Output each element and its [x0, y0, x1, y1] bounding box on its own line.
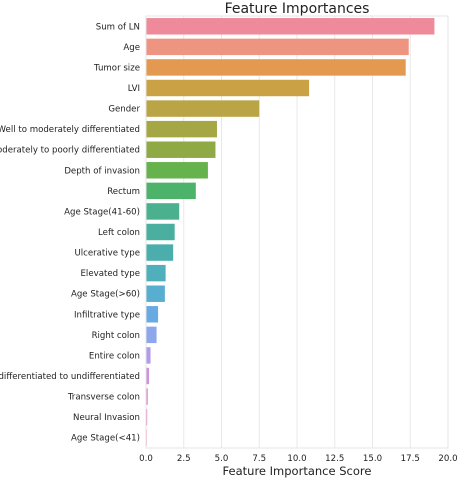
bar: [146, 347, 151, 364]
bar: [146, 203, 180, 220]
bar: [146, 388, 148, 405]
category-label: Age: [123, 43, 140, 53]
bars-group: [146, 18, 435, 446]
bar: [146, 244, 174, 261]
bar: [146, 59, 406, 76]
category-labels: Sum of LN Age Tumor size LVI Gender Well to m…: [0, 22, 140, 443]
category-label: Depth of invasion: [64, 166, 140, 176]
bar: [146, 18, 435, 35]
plot-frame: [145, 15, 449, 449]
bar: [146, 120, 217, 138]
bar: [146, 367, 150, 385]
bar: [146, 408, 148, 426]
x-tick-label: 17.5: [401, 454, 420, 464]
x-tick-label: 7.5: [252, 454, 266, 464]
category-label: Right colon: [92, 331, 140, 341]
x-tick-label: 0.0: [139, 454, 153, 464]
x-tick-label: 20.0: [438, 454, 457, 464]
bar: [146, 182, 196, 200]
category-label: Rectum: [107, 187, 140, 197]
category-label: Transverse colon: [67, 393, 140, 403]
category-label: LVI: [128, 84, 140, 94]
bar: [146, 264, 166, 282]
category-label: Age Stage(>60): [71, 290, 140, 300]
category-label: Elevated type: [81, 269, 141, 279]
category-label: Age Stage(<41): [71, 434, 140, 444]
category-label: Ulcerative type: [74, 249, 140, 259]
bar: [146, 326, 157, 344]
category-label: Age Stage(41-60): [64, 207, 140, 217]
chart-title: Feature Importances: [225, 1, 370, 17]
bar: [146, 162, 208, 179]
bar: [146, 141, 216, 158]
x-tick-label: 5.0: [215, 454, 229, 464]
x-tick-label: 2.5: [177, 454, 191, 464]
category-label: Well to moderately differentiated: [0, 125, 140, 135]
x-axis-label: Feature Importance Score: [223, 464, 372, 478]
bar: [146, 79, 310, 97]
bar: [146, 285, 165, 302]
bar: [146, 38, 409, 56]
category-label: Moderately to poorly differentiated: [0, 146, 140, 156]
x-tick-label: 12.5: [325, 454, 344, 464]
category-label: Entire colon: [89, 351, 140, 361]
x-tick-label: 10.0: [287, 454, 306, 464]
bar: [146, 223, 175, 241]
category-label: Tumor size: [93, 63, 140, 73]
bar: [146, 100, 260, 117]
bar: [146, 306, 159, 323]
x-tick-labels: 0.0 2.5 5.0 7.5 10.0 12.5 15.0 17.5 20.0: [139, 454, 457, 464]
category-label: Sum of LN: [96, 22, 140, 32]
category-label: Left colon: [98, 228, 140, 238]
category-label: Infiltrative type: [74, 310, 140, 320]
x-tick-label: 15.0: [363, 454, 382, 464]
category-label: Gender: [108, 105, 140, 115]
category-label: Poorly differentiated to undifferentiate…: [0, 372, 140, 382]
category-label: Neural Invasion: [73, 413, 140, 423]
